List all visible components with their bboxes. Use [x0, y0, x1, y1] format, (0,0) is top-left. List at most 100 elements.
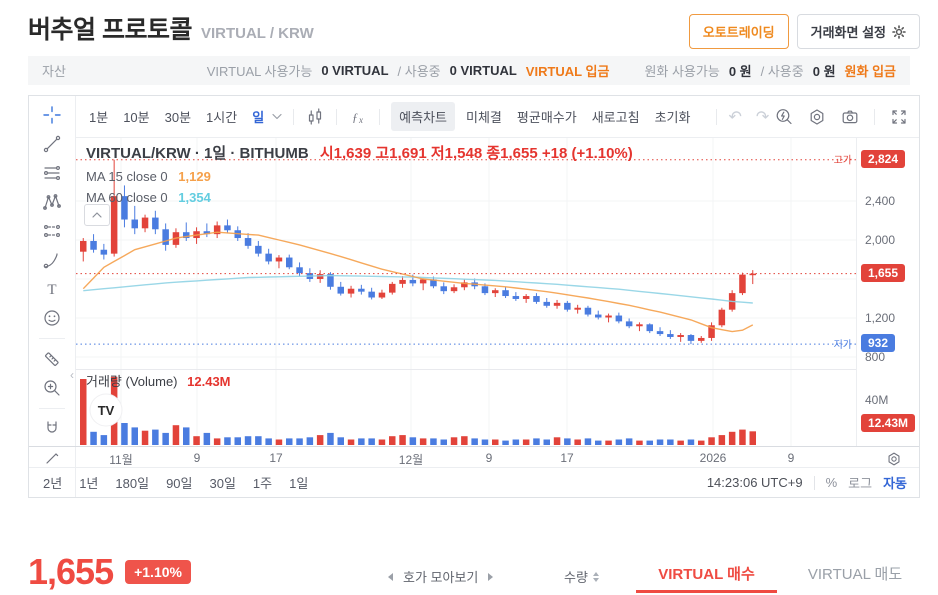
time-tick: 9: [485, 451, 493, 465]
range-button[interactable]: 2년: [43, 476, 63, 491]
range-button[interactable]: 90일: [166, 476, 193, 491]
price-tick: 800: [865, 349, 886, 364]
interval-button[interactable]: 1분: [89, 110, 109, 125]
svg-text:ƒ: ƒ: [352, 110, 358, 124]
pair-label: VIRTUAL / KRW: [200, 25, 314, 42]
toolbar-button[interactable]: 예측차트: [391, 102, 456, 131]
toolbar-button[interactable]: 미체결: [466, 110, 502, 125]
pencil-icon[interactable]: [42, 448, 62, 468]
redo-icon[interactable]: ↷: [755, 108, 770, 126]
price-axis[interactable]: 40M 12.43M 2,400 2,000 1,200 800 2,824 1,655 9…: [856, 138, 921, 446]
time-axis[interactable]: 11월 9 17 12월 9 17 2026 9: [29, 446, 919, 470]
time-tick: 17: [269, 451, 283, 465]
sidebar-divider: [39, 338, 65, 339]
time-tick: 2026: [699, 451, 727, 465]
legend-collapse-button[interactable]: [84, 204, 110, 226]
volume-axis-badge: 12.43M: [861, 414, 916, 432]
crosshair-icon[interactable]: [42, 105, 62, 125]
text-tool-icon[interactable]: T: [42, 279, 62, 299]
interval-button[interactable]: 일: [252, 110, 265, 125]
sort-arrows-icon[interactable]: [592, 571, 599, 582]
range-bar: 2년 1년 180일 90일 30일 1주 1일 14:23:06 UTC+9 % 로그 자…: [29, 467, 919, 497]
toolbar-button[interactable]: 새로고침: [591, 110, 640, 125]
chevron-down-icon[interactable]: [272, 113, 282, 120]
quantity-label: 수량: [564, 570, 588, 585]
page-title: 버추얼 프로토콜: [28, 16, 192, 44]
settings-hexagon-icon[interactable]: [807, 107, 827, 127]
zoom-in-icon[interactable]: [42, 378, 62, 398]
function-icon[interactable]: ƒ x: [348, 107, 368, 127]
tab-buy[interactable]: VIRTUAL 매수: [636, 560, 777, 593]
price-tick: 1,200: [865, 310, 896, 325]
time-tick: 17: [560, 451, 574, 465]
range-buttons: 2년 1년 180일 90일 30일 1주 1일: [43, 473, 325, 492]
chart-plot-area[interactable]: 고가 저가 TV VIRTUAL/KRW · 1일 · BITHUMB 시1,639…: [76, 138, 856, 446]
chart-toolbar: 1분 10분 30분 1시간 일 ƒ x 예측차트 미체결 평균매수가 새로고침 초기화 ↶ ↷: [76, 96, 919, 138]
change-badge: +1.10%: [125, 560, 191, 584]
toolbar-buttons: 예측차트 미체결 평균매수가 새로고침 초기화: [391, 102, 705, 131]
tab-sell[interactable]: VIRTUAL 매도: [807, 566, 903, 583]
range-button[interactable]: 30일: [209, 476, 236, 491]
virtual-deposit-link[interactable]: VIRTUAL 입금: [525, 64, 610, 79]
range-button[interactable]: 1일: [289, 476, 309, 491]
time-tick: 11월: [109, 453, 133, 467]
virtual-inuse-value: 0 VIRTUAL: [449, 63, 517, 78]
axis-settings-icon[interactable]: [885, 450, 903, 468]
xabcd-pattern-icon[interactable]: [42, 192, 62, 212]
marker-side-label: 저가: [834, 339, 852, 351]
undo-icon[interactable]: ↶: [728, 108, 742, 126]
interval-buttons: 1분 10분 30분 1시간 일: [89, 107, 268, 126]
auto-scale-button[interactable]: 자동: [883, 476, 907, 491]
svg-text:T: T: [47, 282, 56, 298]
interval-button[interactable]: 30분: [164, 110, 192, 125]
krw-deposit-link[interactable]: 원화 입금: [844, 64, 896, 79]
interval-button[interactable]: 1시간: [206, 110, 238, 125]
percent-scale-button[interactable]: %: [825, 475, 838, 490]
emoji-icon[interactable]: [42, 308, 62, 328]
sidebar-collapse-handle[interactable]: ‹: [70, 368, 74, 382]
price-tick: 2,000: [865, 233, 896, 247]
log-scale-button[interactable]: 로그: [848, 476, 873, 491]
collapse-left-icon[interactable]: [388, 572, 393, 581]
header: 버추얼 프로토콜 VIRTUAL / KRW: [28, 10, 314, 46]
price-marker-badge: 932: [861, 334, 896, 353]
toolbar-button[interactable]: 평균매수가: [516, 110, 577, 125]
range-button[interactable]: 1년: [79, 476, 99, 491]
clock: 14:23:06 UTC+9: [706, 475, 803, 490]
candlestick-style-icon[interactable]: [305, 107, 325, 127]
quantity-sort[interactable]: 수량: [564, 567, 599, 586]
current-price-block: 1,655 +1.10%: [28, 551, 191, 593]
autotrading-button[interactable]: 오토트레이딩: [688, 14, 789, 49]
range-button[interactable]: 180일: [115, 476, 150, 491]
camera-icon[interactable]: [840, 107, 860, 127]
krw-inuse-value: 0 원: [812, 64, 836, 79]
tradingview-watermark: TV: [98, 403, 115, 418]
brush-icon[interactable]: [42, 250, 62, 270]
ruler-icon[interactable]: [42, 349, 62, 369]
screen-settings-button[interactable]: 거래화면 설정: [796, 14, 920, 49]
forecast-icon[interactable]: [42, 221, 62, 241]
price-marker-badge: 2,824: [861, 149, 906, 168]
collapse-right-icon[interactable]: [488, 572, 494, 581]
asset-bar: 자산 VIRTUAL 사용가능 0 VIRTUAL / 사용중 0 VIRTUA…: [28, 56, 910, 85]
virtual-available-value: 0 VIRTUAL: [321, 63, 389, 78]
volume-axis-tick: 40M: [865, 393, 889, 407]
time-tick: 9: [787, 451, 795, 465]
toolbar-button[interactable]: 초기화: [654, 110, 691, 125]
zoom-flash-icon[interactable]: [774, 107, 794, 127]
range-button[interactable]: 1주: [252, 476, 273, 491]
krw-inuse-label: / 사용중: [760, 64, 804, 79]
trend-line-icon[interactable]: [42, 134, 62, 154]
svg-text:x: x: [358, 115, 363, 125]
magnet-icon[interactable]: [42, 419, 62, 439]
interval-button[interactable]: 10분: [123, 110, 150, 125]
time-tick: 12월: [398, 453, 424, 467]
krw-available-label: 원화 사용가능: [644, 64, 720, 79]
parallel-lines-icon[interactable]: [42, 163, 62, 183]
virtual-available-label: VIRTUAL 사용가능: [206, 64, 313, 79]
price-tick: 2,400: [865, 194, 896, 208]
fullscreen-icon[interactable]: [889, 107, 909, 127]
sidebar-divider: [39, 408, 65, 409]
